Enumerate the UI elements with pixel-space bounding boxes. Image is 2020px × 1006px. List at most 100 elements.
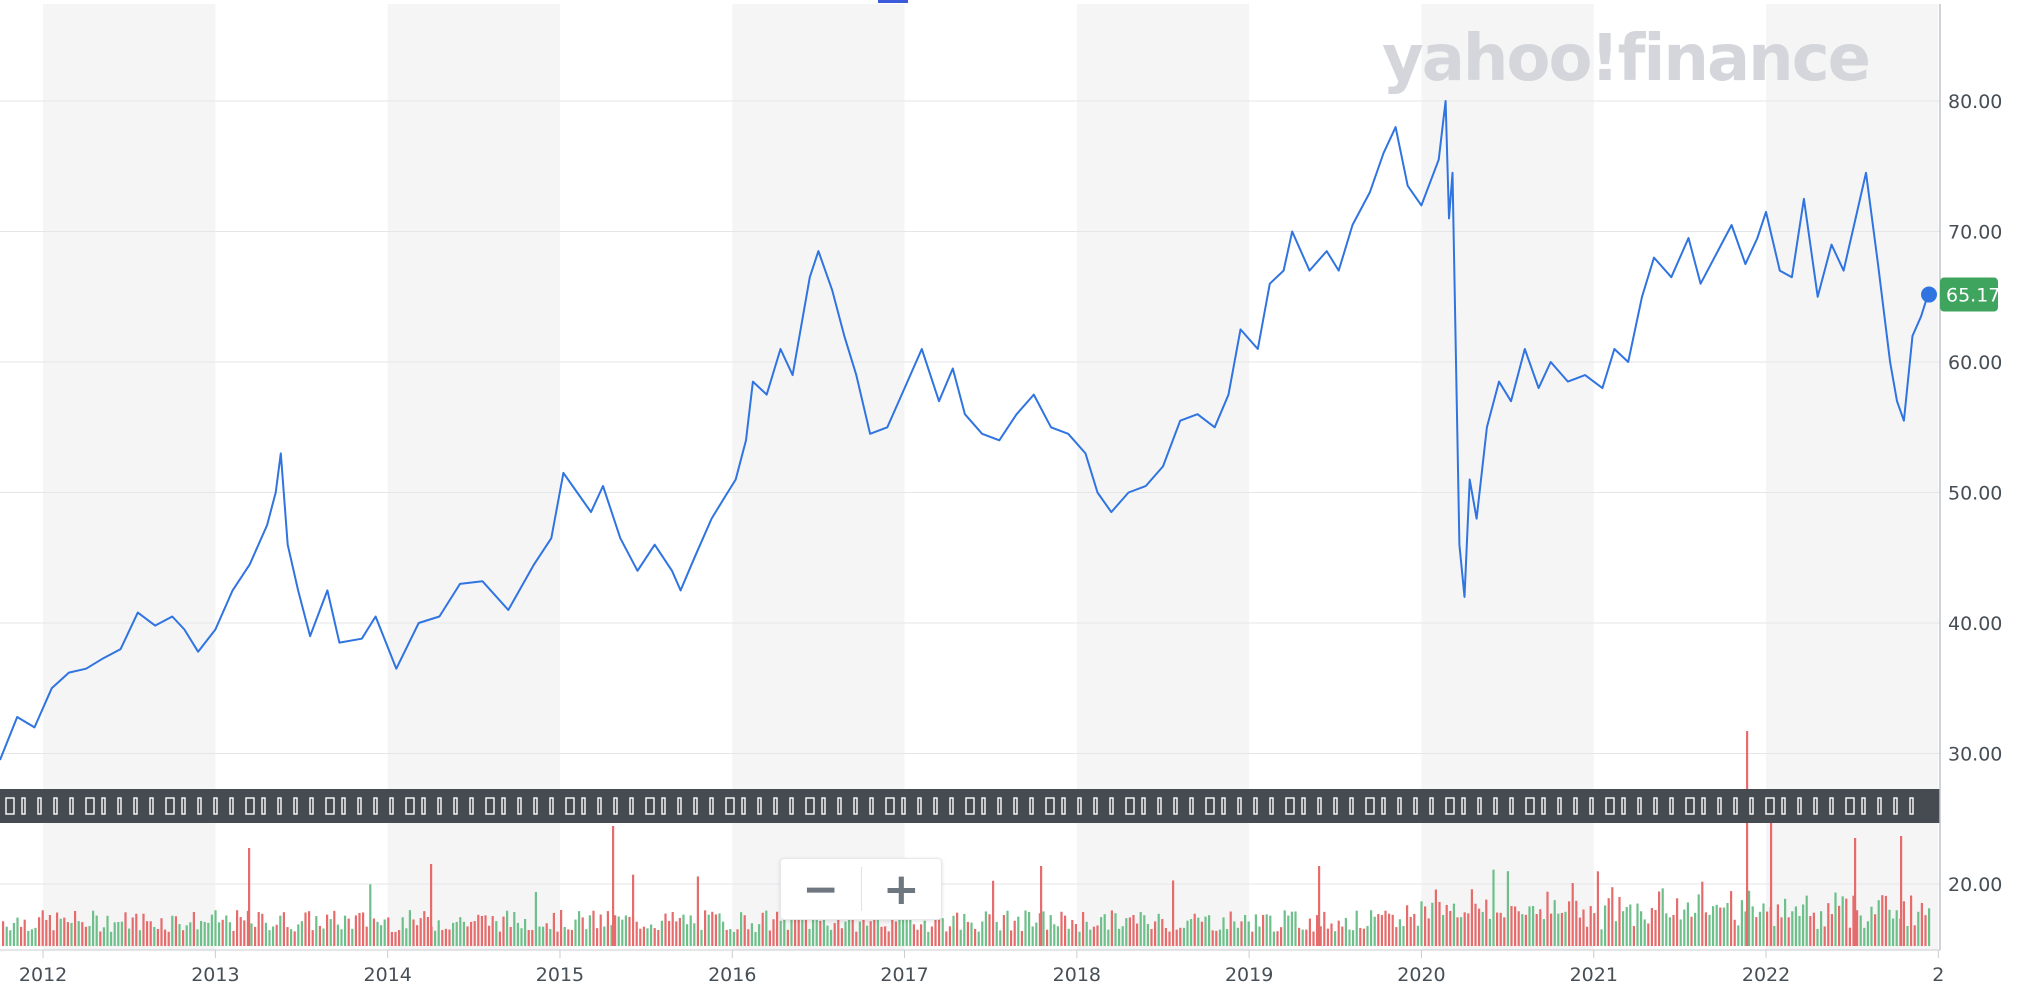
- navigator-marker: [565, 797, 575, 815]
- volume-bar: [1784, 898, 1787, 946]
- volume-bar: [1154, 921, 1157, 946]
- volume-bar: [146, 921, 149, 946]
- volume-bar: [1499, 912, 1502, 946]
- navigator-marker: [1685, 797, 1695, 815]
- navigator-marker: [757, 797, 762, 815]
- volume-bar: [1834, 892, 1837, 946]
- volume-bar: [570, 929, 573, 946]
- navigator-marker: [1141, 797, 1146, 815]
- volume-bar: [977, 931, 980, 946]
- volume-bar: [1308, 918, 1311, 946]
- volume-bar: [1625, 906, 1628, 946]
- volume-bar: [1409, 916, 1412, 946]
- volume-bar: [120, 921, 123, 946]
- volume-bar: [905, 917, 908, 946]
- volume-bar: [1503, 917, 1506, 946]
- volume-bar: [1427, 918, 1430, 946]
- volume-bar: [1445, 904, 1448, 946]
- volume-bar: [1535, 913, 1538, 946]
- volume-bar: [1384, 910, 1387, 946]
- volume-bar: [1746, 731, 1749, 946]
- volume-bar: [358, 912, 361, 946]
- volume-bar: [1175, 929, 1178, 946]
- volume-bar: [340, 929, 343, 946]
- navigator-marker: [949, 797, 954, 815]
- volume-bar: [236, 910, 239, 946]
- volume-bar: [218, 922, 221, 946]
- volume-bar: [873, 915, 876, 946]
- volume-bar: [1827, 903, 1830, 946]
- volume-bar: [650, 924, 653, 946]
- volume-bar: [333, 910, 336, 946]
- volume-bar: [923, 920, 926, 946]
- navigator-marker: [1909, 797, 1914, 815]
- volume-bar: [1024, 910, 1027, 946]
- volume-bar: [1424, 906, 1427, 946]
- volume-bar: [740, 912, 743, 946]
- volume-bar: [102, 927, 105, 946]
- volume-bar: [1524, 914, 1527, 946]
- volume-bar: [1528, 906, 1531, 946]
- volume-bar: [534, 891, 537, 946]
- volume-bar: [1456, 917, 1459, 946]
- volume-bar: [466, 926, 469, 946]
- volume-bar: [369, 884, 372, 946]
- volume-bar: [1391, 914, 1394, 946]
- volume-bar: [956, 912, 959, 946]
- volume-bar: [275, 924, 278, 946]
- navigator-marker: [1701, 797, 1706, 815]
- range-navigator[interactable]: [0, 789, 1940, 823]
- volume-bar: [606, 911, 609, 946]
- navigator-strip[interactable]: [0, 789, 1940, 823]
- navigator-marker: [1045, 797, 1055, 815]
- volume-bar: [95, 915, 98, 946]
- zoom-in-button[interactable]: +: [882, 863, 920, 915]
- volume-bar: [1190, 919, 1193, 946]
- navigator-marker: [821, 797, 826, 815]
- x-axis-ticks: 2012 2013 2014 2015 2016 2017 2018 2019 2020 2021…: [0, 949, 1944, 986]
- volume-bar: [1017, 916, 1020, 946]
- navigator-marker: [1621, 797, 1626, 815]
- volume-bar: [1722, 907, 1725, 946]
- volume-bar: [765, 910, 768, 946]
- navigator-marker: [501, 797, 506, 815]
- volume-bar: [1877, 900, 1880, 946]
- navigator-marker: [133, 797, 138, 815]
- volume-bar: [1096, 925, 1099, 946]
- volume-bar: [920, 924, 923, 946]
- volume-bar: [174, 916, 177, 946]
- volume-bar: [1730, 891, 1733, 946]
- volume-bar: [808, 928, 811, 946]
- x-tick-label: 2019: [1225, 964, 1273, 986]
- volume-bar: [1910, 895, 1913, 946]
- volume-bar: [1514, 906, 1517, 946]
- volume-bar: [563, 927, 566, 946]
- navigator-marker: [725, 797, 735, 815]
- volume-bar: [1002, 915, 1005, 946]
- volume-bar: [599, 914, 602, 946]
- volume-bar: [1568, 901, 1571, 946]
- navigator-marker: [1029, 797, 1034, 815]
- volume-bar: [1661, 888, 1664, 946]
- volume-bar: [322, 928, 325, 946]
- volume-bar: [1395, 927, 1398, 946]
- x-tick-label: 2021: [1570, 964, 1618, 986]
- volume-bars: [2, 731, 1931, 946]
- volume-bar: [1164, 928, 1167, 946]
- volume-bar: [41, 910, 44, 946]
- volume-bar: [700, 929, 703, 946]
- volume-bar: [455, 921, 458, 946]
- volume-bar: [1031, 926, 1034, 946]
- volume-bar: [491, 916, 494, 946]
- volume-bar: [232, 930, 235, 946]
- navigator-marker: [981, 797, 986, 815]
- volume-bar: [286, 927, 289, 946]
- volume-bar: [876, 920, 879, 946]
- navigator-marker: [1557, 797, 1562, 815]
- zoom-out-button[interactable]: −: [802, 863, 840, 915]
- volume-bar: [1431, 902, 1434, 946]
- volume-bar: [1589, 906, 1592, 946]
- volume-bar: [768, 930, 771, 946]
